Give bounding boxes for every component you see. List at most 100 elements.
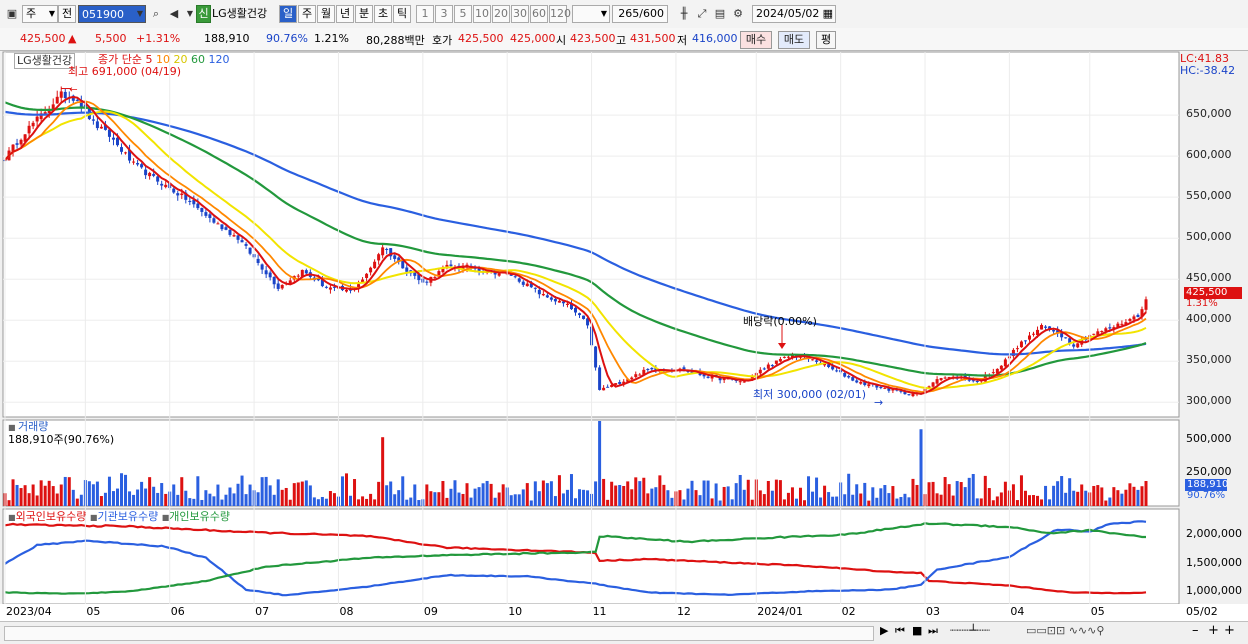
volume-bar bbox=[895, 498, 899, 506]
scroll-right-icon[interactable]: ▶ bbox=[880, 624, 889, 637]
candle bbox=[565, 303, 569, 305]
price-tick-label: 300,000 bbox=[1186, 394, 1232, 408]
zoom-reset-icon[interactable]: + bbox=[1224, 623, 1235, 638]
candle bbox=[39, 113, 43, 120]
volume-bar bbox=[786, 492, 790, 506]
interval-button[interactable]: 20 bbox=[492, 5, 510, 23]
interval-button[interactable]: 3 bbox=[435, 5, 453, 23]
interval-button[interactable]: 120 bbox=[549, 5, 571, 23]
open-price: 423,500 bbox=[570, 32, 616, 45]
candle bbox=[971, 380, 975, 382]
stock-code-input[interactable]: 051900 bbox=[78, 5, 146, 23]
volume-bar bbox=[445, 497, 449, 506]
calendar-icon[interactable]: ▦ bbox=[822, 7, 833, 20]
interval-button[interactable]: 30 bbox=[511, 5, 529, 23]
zoom-slider-icon[interactable]: ┈┈┈┴┈┈ bbox=[950, 624, 990, 637]
market-select[interactable]: 주 ▼ bbox=[22, 5, 58, 23]
volume-bar bbox=[807, 476, 811, 506]
volume-bar bbox=[357, 499, 361, 506]
volume-bar bbox=[228, 487, 232, 506]
zoom-in-icon[interactable]: + bbox=[1208, 623, 1219, 638]
interval-button[interactable]: 60 bbox=[530, 5, 548, 23]
min-price-label: 최저 300,000 (02/01) bbox=[753, 388, 867, 401]
candle bbox=[706, 376, 710, 378]
volume-bar bbox=[859, 493, 863, 506]
volume-bar bbox=[128, 491, 132, 506]
candle bbox=[264, 270, 268, 275]
date-field[interactable]: 2024/05/02 ▦ bbox=[752, 5, 836, 23]
low-label: 저 bbox=[677, 34, 688, 47]
save-icon[interactable]: ▤ bbox=[714, 7, 726, 20]
period-tab[interactable]: 일 bbox=[279, 5, 297, 23]
candle bbox=[887, 387, 891, 391]
holding-tick-label: 1,500,000 bbox=[1186, 555, 1242, 569]
volume-bar bbox=[369, 493, 373, 506]
candle bbox=[401, 259, 405, 269]
candle bbox=[19, 139, 23, 145]
volume-bar bbox=[718, 500, 722, 506]
candle bbox=[260, 264, 264, 270]
interval-select[interactable]: ▼ bbox=[572, 5, 610, 23]
volume-bar bbox=[569, 474, 573, 506]
candle bbox=[276, 283, 280, 289]
prev-button[interactable]: 전 bbox=[58, 5, 76, 23]
candle bbox=[867, 384, 871, 387]
interval-button[interactable]: 1 bbox=[416, 5, 434, 23]
candle bbox=[445, 264, 449, 267]
period-tab[interactable]: 분 bbox=[355, 5, 373, 23]
period-tab[interactable]: 주 bbox=[298, 5, 316, 23]
window-menu-icon[interactable]: ▣ bbox=[6, 7, 18, 20]
stop-icon[interactable]: ■ bbox=[912, 624, 923, 637]
individual_holding-line bbox=[4, 522, 1146, 595]
eval-button[interactable]: 평 bbox=[816, 31, 836, 49]
volume-bar bbox=[987, 488, 991, 506]
rewind-icon[interactable]: ⏮ bbox=[895, 624, 905, 637]
volume-bar bbox=[176, 494, 180, 506]
speaker-icon[interactable]: ◀ bbox=[169, 7, 179, 20]
x-tick-label: 10 bbox=[508, 605, 523, 618]
interval-button[interactable]: 10 bbox=[473, 5, 491, 23]
volume-bar bbox=[1112, 487, 1116, 506]
forward-icon[interactable]: ⏭ bbox=[928, 624, 938, 637]
interval-button[interactable]: 5 bbox=[454, 5, 472, 23]
volume-bar bbox=[927, 482, 931, 506]
gear-icon[interactable]: ⚙ bbox=[733, 7, 743, 20]
speaker-dropdown-icon[interactable]: ▼ bbox=[186, 9, 194, 18]
period-tab[interactable]: 월 bbox=[317, 5, 335, 23]
low-price: 416,000 bbox=[692, 32, 738, 45]
volume-bar bbox=[823, 485, 827, 506]
tools-icon[interactable]: ▭▭⊡⊡ ∿∿∿⚲ bbox=[1026, 624, 1105, 637]
volume-bar bbox=[855, 484, 859, 506]
volume-bar bbox=[87, 481, 91, 506]
candle bbox=[164, 184, 168, 188]
zoom-out-icon[interactable]: – bbox=[1192, 623, 1199, 638]
volume-bar bbox=[762, 494, 766, 506]
candle-type-icon[interactable]: ╫ bbox=[680, 7, 688, 20]
sell-button[interactable]: 매도 bbox=[778, 31, 810, 49]
period-tab[interactable]: 틱 bbox=[393, 5, 411, 23]
volume-ratio: 90.76% bbox=[266, 32, 308, 45]
volume-bar bbox=[694, 490, 698, 506]
period-tab[interactable]: 년 bbox=[336, 5, 354, 23]
candle bbox=[357, 284, 361, 289]
stock-chart[interactable]: ←→ bbox=[0, 51, 1248, 643]
candle bbox=[1116, 323, 1120, 328]
volume-subtitle: 188,910주(90.76%) bbox=[8, 433, 115, 446]
volume-bar bbox=[1044, 485, 1048, 506]
candle bbox=[365, 273, 369, 278]
candle bbox=[975, 380, 979, 382]
line-type-icon[interactable]: ⤢ bbox=[697, 7, 707, 20]
scroll-track[interactable] bbox=[4, 626, 874, 641]
price-tick-label: 600,000 bbox=[1186, 148, 1232, 162]
code-dropdown-icon[interactable]: ▼ bbox=[136, 9, 144, 18]
buy-button[interactable]: 매수 bbox=[740, 31, 772, 49]
candle bbox=[1076, 343, 1080, 348]
candle bbox=[389, 248, 393, 257]
search-icon[interactable]: ⌕ bbox=[152, 7, 160, 20]
period-tab[interactable]: 초 bbox=[374, 5, 392, 23]
candle bbox=[722, 378, 726, 381]
count-field[interactable]: 265/600 bbox=[612, 5, 668, 23]
candle bbox=[124, 152, 128, 154]
candle bbox=[774, 360, 778, 364]
volume-bar bbox=[1019, 475, 1023, 506]
